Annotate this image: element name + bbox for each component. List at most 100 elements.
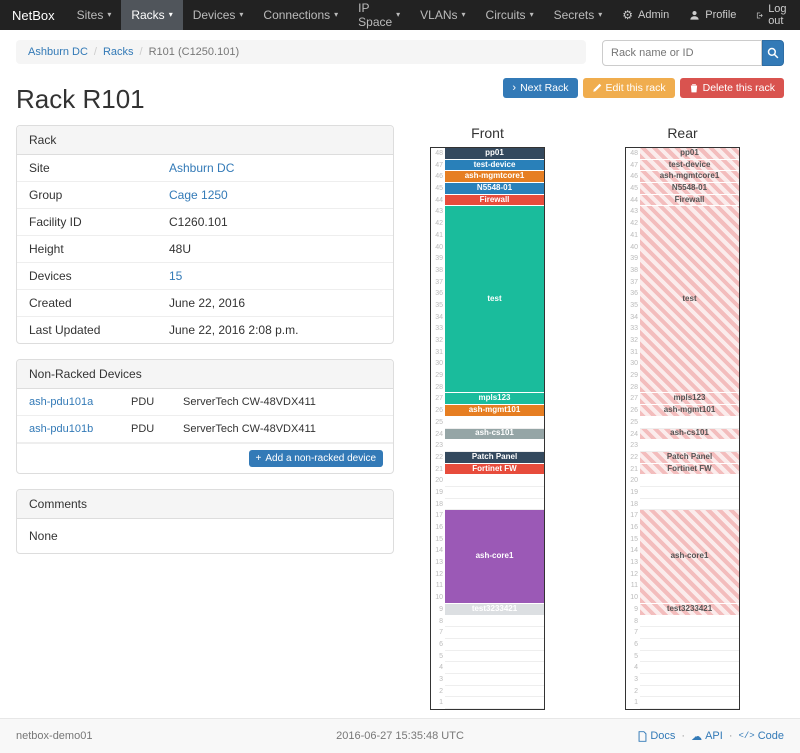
rack-device[interactable]: ash-cs101: [640, 428, 739, 441]
unit-number: 4: [439, 664, 443, 672]
rack-device[interactable]: N5548-01: [640, 183, 739, 195]
unit-number: 34: [630, 313, 638, 321]
rack-info-panel-title: Rack: [17, 126, 393, 155]
nav-item-racks[interactable]: Racks ▾: [121, 0, 183, 30]
nav-label: IP Space: [358, 1, 393, 29]
non-racked-devices-panel: Non-Racked Devices ash-pdu101a PDU Serve…: [16, 359, 394, 474]
unit-number: 28: [435, 383, 443, 391]
rack-device[interactable]: test-device: [445, 159, 544, 172]
site-link[interactable]: Ashburn DC: [169, 161, 235, 175]
rack-device[interactable]: pp01: [640, 148, 739, 160]
rack-device[interactable]: test: [640, 206, 739, 394]
netbox-brand[interactable]: NetBox: [12, 7, 55, 23]
unit-number: 36: [630, 290, 638, 298]
rack-empty-unit: [640, 639, 739, 651]
unit-number: 14: [630, 547, 638, 555]
breadcrumb-racks-link[interactable]: Racks: [102, 46, 134, 58]
chevron-down-icon: ▾: [334, 10, 339, 19]
rack-device[interactable]: Fortinet FW: [640, 463, 739, 476]
next-rack-button[interactable]: › Next Rack: [503, 78, 578, 98]
chevron-right-icon: ›: [512, 81, 517, 94]
rack-device[interactable]: Patch Panel: [640, 451, 739, 464]
admin-link[interactable]: ⚙ Admin: [612, 0, 679, 30]
api-link[interactable]: ☁ API: [691, 730, 723, 743]
unit-number: 24: [630, 430, 638, 438]
titlebar: Rack R101 › Next Rack Edit this rack Dele…: [0, 78, 800, 115]
rack-slots: pp01 test-device ash-mgmtcore1 N5548-01 Fire…: [640, 148, 739, 709]
rack-device[interactable]: pp01: [445, 148, 544, 160]
delete-rack-button[interactable]: Delete this rack: [679, 78, 784, 98]
unit-number: 11: [435, 582, 443, 590]
unit-number: 6: [439, 640, 443, 648]
breadcrumb-site-link[interactable]: Ashburn DC: [28, 46, 88, 58]
admin-label: Admin: [638, 9, 670, 21]
devices-count-link[interactable]: 15: [169, 269, 183, 283]
unit-number: 19: [435, 488, 443, 496]
attr-row-height: Height 48U: [17, 236, 393, 263]
group-link[interactable]: Cage 1250: [169, 188, 228, 202]
nav-item-devices[interactable]: Devices ▾: [183, 0, 254, 30]
rack-device[interactable]: Firewall: [640, 194, 739, 207]
code-label: Code: [757, 730, 784, 742]
code-link[interactable]: </> Code: [739, 730, 785, 742]
rack-device[interactable]: mpls123: [445, 393, 544, 406]
front-elevation-column: Front 48 47 46 45 44 43 42 41 40 39 38 37 36 35 34 33 32…: [430, 125, 545, 710]
rack-search-button[interactable]: [762, 40, 784, 66]
rack-device[interactable]: ash-mgmtcore1: [640, 171, 739, 184]
profile-link[interactable]: Profile: [679, 0, 746, 30]
nav-item-ip-space[interactable]: IP Space ▾: [348, 0, 410, 30]
nav-item-connections[interactable]: Connections ▾: [253, 0, 348, 30]
device-link[interactable]: ash-pdu101b: [29, 423, 94, 435]
rack-device[interactable]: N5548-01: [445, 183, 544, 195]
unit-number: 17: [630, 512, 638, 520]
unit-number: 29: [435, 372, 443, 380]
rack-device[interactable]: ash-mgmtcore1: [445, 171, 544, 184]
rack-search-input[interactable]: [602, 40, 762, 66]
rack-device[interactable]: Fortinet FW: [445, 463, 544, 476]
rack-empty-unit: [640, 651, 739, 663]
rack-device[interactable]: ash-mgmt101: [445, 405, 544, 417]
trash-icon: [690, 84, 697, 93]
topbar: Ashburn DC / Racks / R101 (C1250.101): [0, 40, 800, 66]
unit-number: 13: [630, 559, 638, 567]
nav-label: Connections: [263, 8, 331, 22]
rack-device[interactable]: mpls123: [640, 393, 739, 406]
nav-item-vlans[interactable]: VLANs ▾: [410, 0, 475, 30]
rack-device[interactable]: ash-core1: [640, 510, 739, 604]
unit-number-gutter: 48 47 46 45 44 43 42 41 40 39 38 37 36 35 34 33 32 31 30 29…: [431, 148, 445, 709]
nav-item-circuits[interactable]: Circuits ▾: [476, 0, 544, 30]
nav-item-secrets[interactable]: Secrets ▾: [544, 0, 613, 30]
last-updated-value: June 22, 2016 2:08 p.m.: [169, 323, 299, 337]
rack-device[interactable]: Firewall: [445, 194, 544, 207]
unit-number: 1: [439, 699, 443, 707]
navbar-right: ⚙ Admin Profile Log out: [612, 0, 800, 30]
rack-device[interactable]: ash-cs101: [445, 428, 544, 441]
unit-number: 23: [435, 442, 443, 450]
edit-rack-button[interactable]: Edit this rack: [582, 78, 675, 98]
attr-label: Last Updated: [29, 323, 101, 337]
nav-item-sites[interactable]: Sites ▾: [67, 0, 122, 30]
logout-label: Log out: [768, 3, 787, 27]
device-link[interactable]: ash-pdu101a: [29, 396, 94, 408]
rack-device[interactable]: test: [445, 206, 544, 394]
rack-device[interactable]: test-device: [640, 159, 739, 172]
logout-link[interactable]: Log out: [746, 0, 800, 30]
unit-number: 13: [435, 559, 443, 567]
unit-number: 32: [630, 337, 638, 344]
unit-number: 34: [435, 313, 443, 321]
rack-empty-unit: [445, 627, 544, 639]
docs-link[interactable]: Docs: [638, 730, 675, 742]
unit-number: 1: [634, 699, 638, 707]
rack-device[interactable]: Patch Panel: [445, 451, 544, 464]
rear-elevation-column: Rear 48 47 46 45 44 43 42 41 40 39 38 37 36 35 34 33 32 3…: [625, 125, 740, 710]
rack-device[interactable]: ash-mgmt101: [640, 405, 739, 417]
rack-device[interactable]: ash-core1: [445, 510, 544, 604]
rack-device[interactable]: test3233421: [640, 603, 739, 616]
unit-number: 38: [435, 266, 443, 274]
unit-number: 25: [630, 418, 638, 426]
page-footer: netbox-demo01 2016-06-27 15:35:48 UTC Do…: [0, 718, 800, 753]
add-non-racked-device-button[interactable]: + Add a non-racked device: [248, 450, 383, 467]
delete-rack-label: Delete this rack: [702, 82, 775, 94]
rack-device[interactable]: test3233421: [445, 603, 544, 616]
